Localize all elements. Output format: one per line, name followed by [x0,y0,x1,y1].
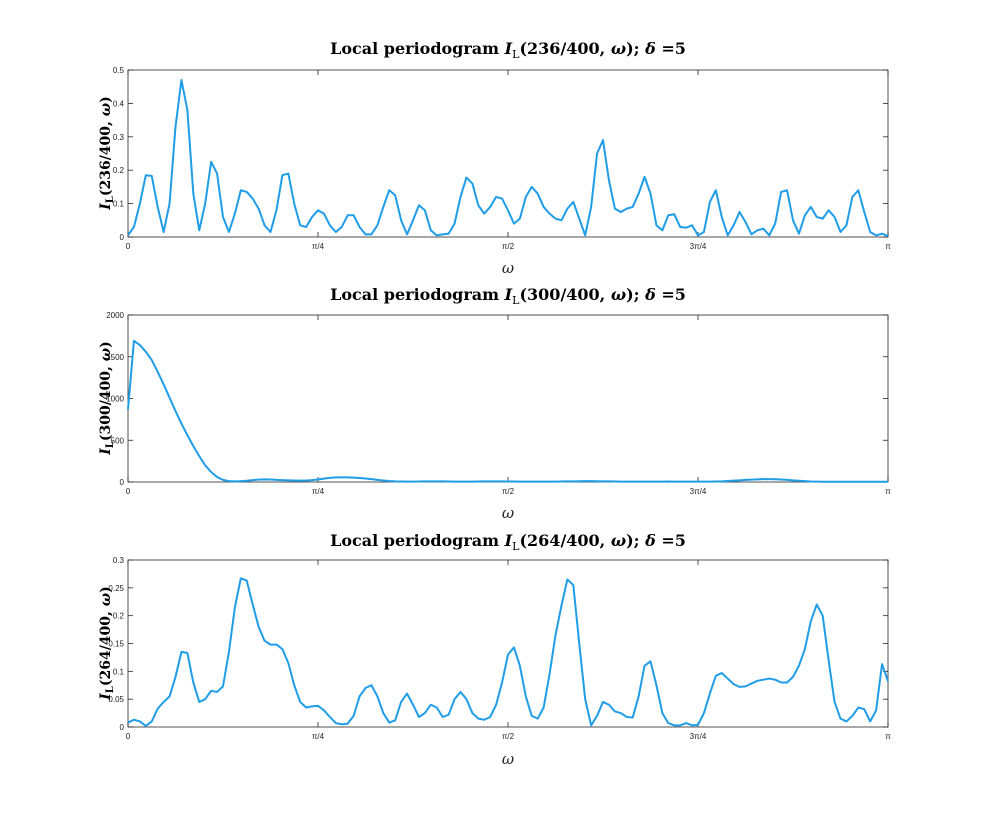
panel-3-y-tick-label: 0.05 [108,695,124,704]
panel-1: Local periodogram IL(236/400, ω); δ =5 0… [98,39,891,277]
panel-2-x-tick-label: 3π/4 [690,487,707,496]
panel-1-x-tick-label: π/4 [312,242,325,251]
panel-2-y-tick-label: 500 [111,436,125,445]
panel-1-y-tick-label: 0.1 [113,200,125,209]
panel-3-title: Local periodogram IL(264/400, ω); δ =5 [330,531,686,553]
panel-1-y-axis-label: IL(236/400, ω) [98,96,116,211]
panel-3-ticks: 0 π/4 π/2 3π/4 π 0 0.05 0.1 0.15 0.2 0.25 0.3 [108,556,891,741]
panel-3-plot-area [127,559,889,728]
panel-3-y-tick-label: 0 [120,723,125,732]
panel-3-y-tick-label: 0.15 [108,640,124,649]
panel-1-y-tick-label: 0 [120,233,125,242]
panel-2: Local periodogram IL(300/400, ω); δ =5 0… [98,285,891,522]
panel-3-y-axis-label: IL(264/400, ω) [98,586,116,701]
panel-3-y-tick-label: 0.2 [113,612,125,621]
panel-3-y-tick-label: 0.25 [108,584,124,593]
panel-3-x-tick-label: 0 [126,732,131,741]
panel-1-y-tick-label: 0.3 [113,133,125,142]
panel-2-plot-area [127,314,889,483]
panel-3-x-axis-label: ω [502,750,514,768]
panel-2-title: Local periodogram IL(300/400, ω); δ =5 [330,285,686,307]
panel-3-x-tick-label: π/4 [312,732,325,741]
panel-1-series-line [127,79,889,237]
panel-2-y-tick-label: 2000 [106,311,124,320]
panel-3-x-tick-label: π [885,732,891,741]
panel-3-y-tick-label: 0.1 [113,667,125,676]
panel-1-y-tick-label: 0.2 [113,166,125,175]
panel-2-y-tick-label: 1000 [106,395,124,404]
panel-2-y-tick-label: 1500 [106,353,124,362]
panel-1-title: Local periodogram IL(236/400, ω); δ =5 [330,39,686,61]
panel-3-series-line [127,577,889,727]
panel-2-x-tick-label: π/2 [502,487,515,496]
panel-1-y-tick-label: 0.4 [113,99,125,108]
panel-1-x-axis-label: ω [502,259,514,277]
panel-3-x-tick-label: 3π/4 [690,732,707,741]
panel-2-x-axis-label: ω [502,504,514,522]
panel-2-ticks: 0 π/4 π/2 3π/4 π 0 500 1000 1500 2000 [106,311,891,496]
panel-2-x-tick-label: π [885,487,891,496]
panel-2-x-tick-label: π/4 [312,487,325,496]
panel-3: Local periodogram IL(264/400, ω); δ =5 0… [98,531,891,768]
panel-3-x-tick-label: π/2 [502,732,515,741]
panel-1-y-tick-label: 0.5 [113,66,125,75]
panel-1-ticks: 0 π/4 π/2 3π/4 π 0 0.1 0.2 0.3 0.4 0.5 [113,66,891,251]
panel-2-x-tick-label: 0 [126,487,131,496]
panel-2-y-tick-label: 0 [120,478,125,487]
panel-3-y-tick-label: 0.3 [113,556,125,565]
panel-2-series-line [127,339,888,483]
panel-2-y-axis-label: IL(300/400, ω) [98,341,116,456]
panel-1-x-tick-label: 0 [126,242,131,251]
panel-1-x-tick-label: 3π/4 [690,242,707,251]
panel-1-x-tick-label: π [885,242,891,251]
panel-1-x-tick-label: π/2 [502,242,515,251]
